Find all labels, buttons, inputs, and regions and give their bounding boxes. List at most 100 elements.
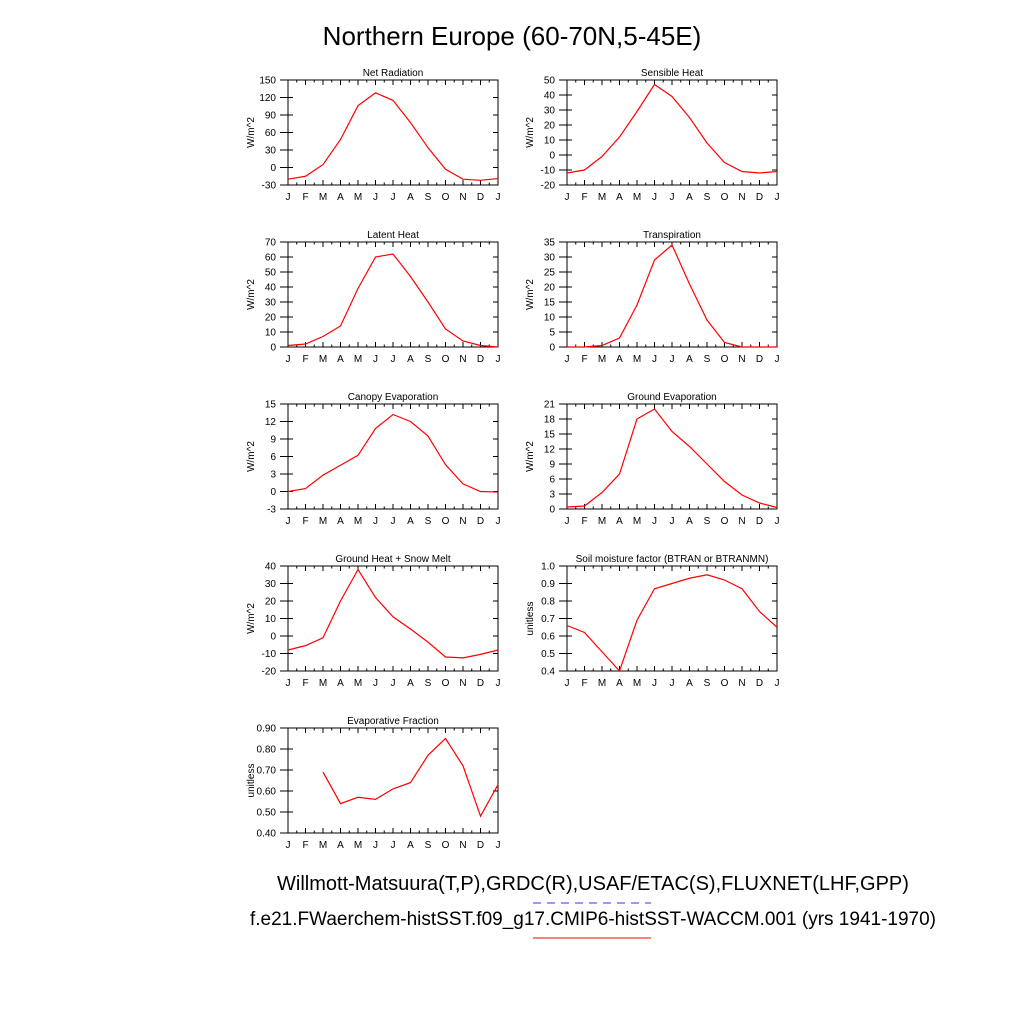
x-tick-label: J [652,354,657,365]
x-tick-label: J [652,516,657,527]
y-tick-label: 0 [270,163,276,174]
x-tick-label: O [721,678,729,689]
y-tick-label: 60 [265,128,277,139]
x-tick-label: A [407,678,414,689]
x-tick-label: F [302,354,308,365]
series-line-0 [287,568,499,659]
x-tick-label: N [459,840,466,851]
x-tick-label: N [459,192,466,203]
y-tick-label: 15 [544,298,556,309]
plot-frame [287,727,499,834]
x-tick-label: D [477,840,484,851]
y-tick-label: 70 [265,238,277,249]
chart-panel-7: Soil moisture factor (BTRAN or BTRANMN) u… [525,554,780,689]
x-tick-label: N [738,192,745,203]
x-tick-label: S [425,678,432,689]
x-tick-label: D [477,192,484,203]
x-tick-label: J [391,354,396,365]
y-tick-label: 6 [270,452,276,463]
y-tick-label: 1.0 [541,562,555,573]
y-tick-label: 50 [265,268,277,279]
y-tick-label: 6 [549,475,555,486]
x-tick-label: N [738,678,745,689]
legend-entry-observations: Willmott-Matsuura(T,P),GRDC(R),USAF/ETAC… [277,873,909,895]
series-line-0 [566,83,778,174]
y-tick-label: 9 [270,435,276,446]
x-tick-label: D [756,516,763,527]
x-tick-label: J [373,516,378,527]
x-tick-label: D [756,678,763,689]
x-tick-label: J [775,516,780,527]
y-tick-label: 20 [544,283,556,294]
y-tick-label: 0.4 [541,667,555,678]
x-tick-label: M [354,516,362,527]
x-tick-label: J [496,840,501,851]
x-tick-label: N [459,516,466,527]
y-tick-label: -10 [541,166,556,177]
x-tick-label: A [686,678,693,689]
x-tick-label: J [391,678,396,689]
x-tick-label: S [425,840,432,851]
page-title: Northern Europe (60-70N,5-45E) [323,21,702,51]
x-tick-label: J [286,516,291,527]
y-tick-label: 0 [270,343,276,354]
plot-frame [566,79,778,186]
x-tick-label: N [738,354,745,365]
y-tick-label: 0.7 [541,614,555,625]
x-tick-label: J [565,192,570,203]
x-tick-label: O [442,192,450,203]
y-axis-label: W/m^2 [525,117,536,148]
x-tick-label: O [721,516,729,527]
x-tick-label: J [652,678,657,689]
y-tick-label: 150 [259,76,276,87]
x-tick-label: A [616,678,623,689]
x-tick-label: M [633,354,641,365]
x-tick-label: D [477,516,484,527]
y-tick-label: 20 [265,313,277,324]
x-tick-label: J [775,192,780,203]
x-tick-label: F [302,840,308,851]
panel-title: Soil moisture factor (BTRAN or BTRANMN) [576,554,769,565]
x-tick-label: A [337,840,344,851]
y-tick-label: 40 [544,91,556,102]
y-tick-label: 20 [544,121,556,132]
x-tick-label: M [319,678,327,689]
y-tick-label: -20 [541,181,556,192]
x-tick-label: M [354,192,362,203]
series-line-0 [287,413,499,493]
y-tick-label: 18 [544,415,556,426]
x-tick-label: O [721,354,729,365]
y-tick-label: 3 [549,490,555,501]
x-tick-label: J [286,354,291,365]
y-tick-label: -20 [262,667,277,678]
y-tick-label: 15 [544,430,556,441]
x-tick-label: D [756,192,763,203]
x-tick-label: S [425,516,432,527]
x-tick-label: J [286,678,291,689]
x-tick-label: S [704,354,711,365]
panel-title: Ground Evaporation [627,392,717,403]
x-tick-label: J [670,516,675,527]
y-tick-label: 0 [270,632,276,643]
x-tick-label: J [565,678,570,689]
x-tick-label: N [738,516,745,527]
y-tick-label: 25 [544,268,556,279]
x-tick-label: J [670,192,675,203]
x-tick-label: M [598,354,606,365]
plot-frame [287,565,499,672]
x-tick-label: F [581,354,587,365]
y-tick-label: 90 [265,111,277,122]
x-tick-label: J [373,840,378,851]
x-tick-label: O [721,192,729,203]
x-tick-label: J [286,840,291,851]
x-tick-label: J [286,192,291,203]
x-tick-label: N [459,678,466,689]
x-tick-label: A [407,354,414,365]
y-tick-label: 0.8 [541,597,555,608]
